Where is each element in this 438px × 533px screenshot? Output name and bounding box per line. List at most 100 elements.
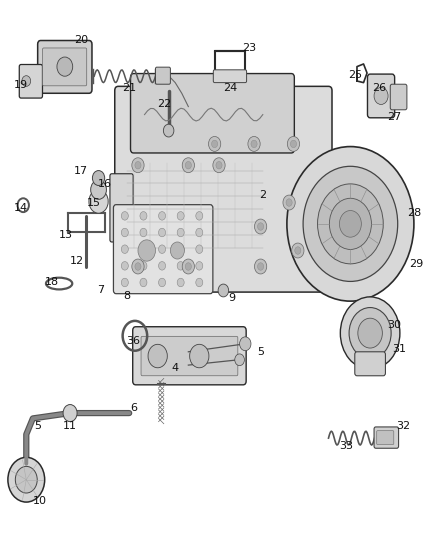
Circle shape — [170, 242, 184, 259]
FancyBboxPatch shape — [19, 64, 42, 98]
Circle shape — [196, 212, 203, 220]
Text: 17: 17 — [74, 166, 88, 175]
Circle shape — [138, 240, 155, 261]
Text: 32: 32 — [396, 422, 410, 431]
Text: 16: 16 — [98, 179, 112, 189]
Circle shape — [140, 228, 147, 237]
Circle shape — [159, 262, 166, 270]
FancyBboxPatch shape — [131, 74, 294, 153]
Circle shape — [182, 259, 194, 274]
Circle shape — [329, 198, 371, 249]
Circle shape — [89, 190, 108, 213]
Circle shape — [258, 223, 264, 230]
Text: 28: 28 — [407, 208, 421, 218]
Circle shape — [63, 405, 77, 422]
Circle shape — [121, 278, 128, 287]
FancyBboxPatch shape — [155, 67, 170, 84]
Circle shape — [303, 166, 398, 281]
Circle shape — [159, 212, 166, 220]
FancyBboxPatch shape — [367, 74, 395, 118]
Circle shape — [190, 344, 209, 368]
Text: 18: 18 — [45, 278, 59, 287]
Circle shape — [135, 161, 141, 169]
Text: 14: 14 — [14, 203, 28, 213]
Circle shape — [292, 243, 304, 258]
Circle shape — [148, 344, 167, 368]
Circle shape — [318, 184, 383, 264]
Circle shape — [248, 136, 260, 151]
Text: 21: 21 — [122, 83, 136, 93]
Text: 23: 23 — [243, 43, 257, 53]
Text: 29: 29 — [409, 259, 423, 269]
Circle shape — [177, 212, 184, 220]
FancyBboxPatch shape — [355, 352, 385, 376]
FancyBboxPatch shape — [42, 48, 87, 86]
Circle shape — [159, 228, 166, 237]
Circle shape — [57, 57, 73, 76]
Text: 13: 13 — [59, 230, 73, 239]
Circle shape — [121, 228, 128, 237]
Text: 31: 31 — [392, 344, 406, 354]
Circle shape — [212, 140, 218, 148]
Text: 10: 10 — [32, 496, 46, 506]
Circle shape — [283, 195, 295, 210]
Text: 5: 5 — [257, 347, 264, 357]
Circle shape — [182, 158, 194, 173]
FancyBboxPatch shape — [38, 41, 92, 93]
Circle shape — [235, 354, 244, 366]
Circle shape — [140, 278, 147, 287]
Circle shape — [287, 136, 300, 151]
Circle shape — [132, 158, 144, 173]
Text: 9: 9 — [229, 294, 236, 303]
FancyBboxPatch shape — [110, 174, 133, 242]
FancyBboxPatch shape — [113, 205, 213, 294]
Text: 25: 25 — [348, 70, 362, 79]
Text: 19: 19 — [14, 80, 28, 90]
FancyBboxPatch shape — [133, 327, 246, 385]
FancyBboxPatch shape — [390, 84, 407, 110]
Circle shape — [295, 247, 301, 254]
Text: 4: 4 — [172, 363, 179, 373]
Circle shape — [349, 308, 391, 359]
Text: 36: 36 — [127, 336, 141, 346]
Circle shape — [121, 212, 128, 220]
Circle shape — [163, 124, 174, 137]
Circle shape — [177, 262, 184, 270]
Circle shape — [196, 262, 203, 270]
Circle shape — [251, 140, 257, 148]
Text: 11: 11 — [63, 422, 77, 431]
Text: 26: 26 — [372, 83, 386, 93]
Circle shape — [8, 457, 45, 502]
Circle shape — [208, 136, 221, 151]
Circle shape — [177, 228, 184, 237]
Circle shape — [92, 171, 105, 185]
Circle shape — [286, 199, 292, 206]
Circle shape — [91, 180, 106, 199]
Circle shape — [185, 263, 191, 270]
Circle shape — [177, 245, 184, 254]
Circle shape — [177, 278, 184, 287]
Circle shape — [287, 147, 414, 301]
Text: 33: 33 — [339, 441, 353, 451]
Circle shape — [358, 318, 382, 348]
Circle shape — [15, 466, 37, 493]
Circle shape — [258, 263, 264, 270]
Circle shape — [121, 262, 128, 270]
Text: 27: 27 — [387, 112, 401, 122]
Text: 8: 8 — [124, 291, 131, 301]
Text: 6: 6 — [130, 403, 137, 413]
FancyBboxPatch shape — [377, 431, 394, 445]
Circle shape — [159, 245, 166, 254]
Circle shape — [254, 219, 267, 234]
FancyBboxPatch shape — [213, 70, 247, 83]
Circle shape — [185, 161, 191, 169]
Circle shape — [218, 284, 229, 297]
Text: 30: 30 — [387, 320, 401, 330]
Circle shape — [196, 245, 203, 254]
FancyBboxPatch shape — [374, 427, 399, 448]
Circle shape — [140, 212, 147, 220]
Text: 22: 22 — [157, 99, 171, 109]
Text: 12: 12 — [70, 256, 84, 266]
FancyBboxPatch shape — [141, 336, 238, 376]
Circle shape — [290, 140, 297, 148]
